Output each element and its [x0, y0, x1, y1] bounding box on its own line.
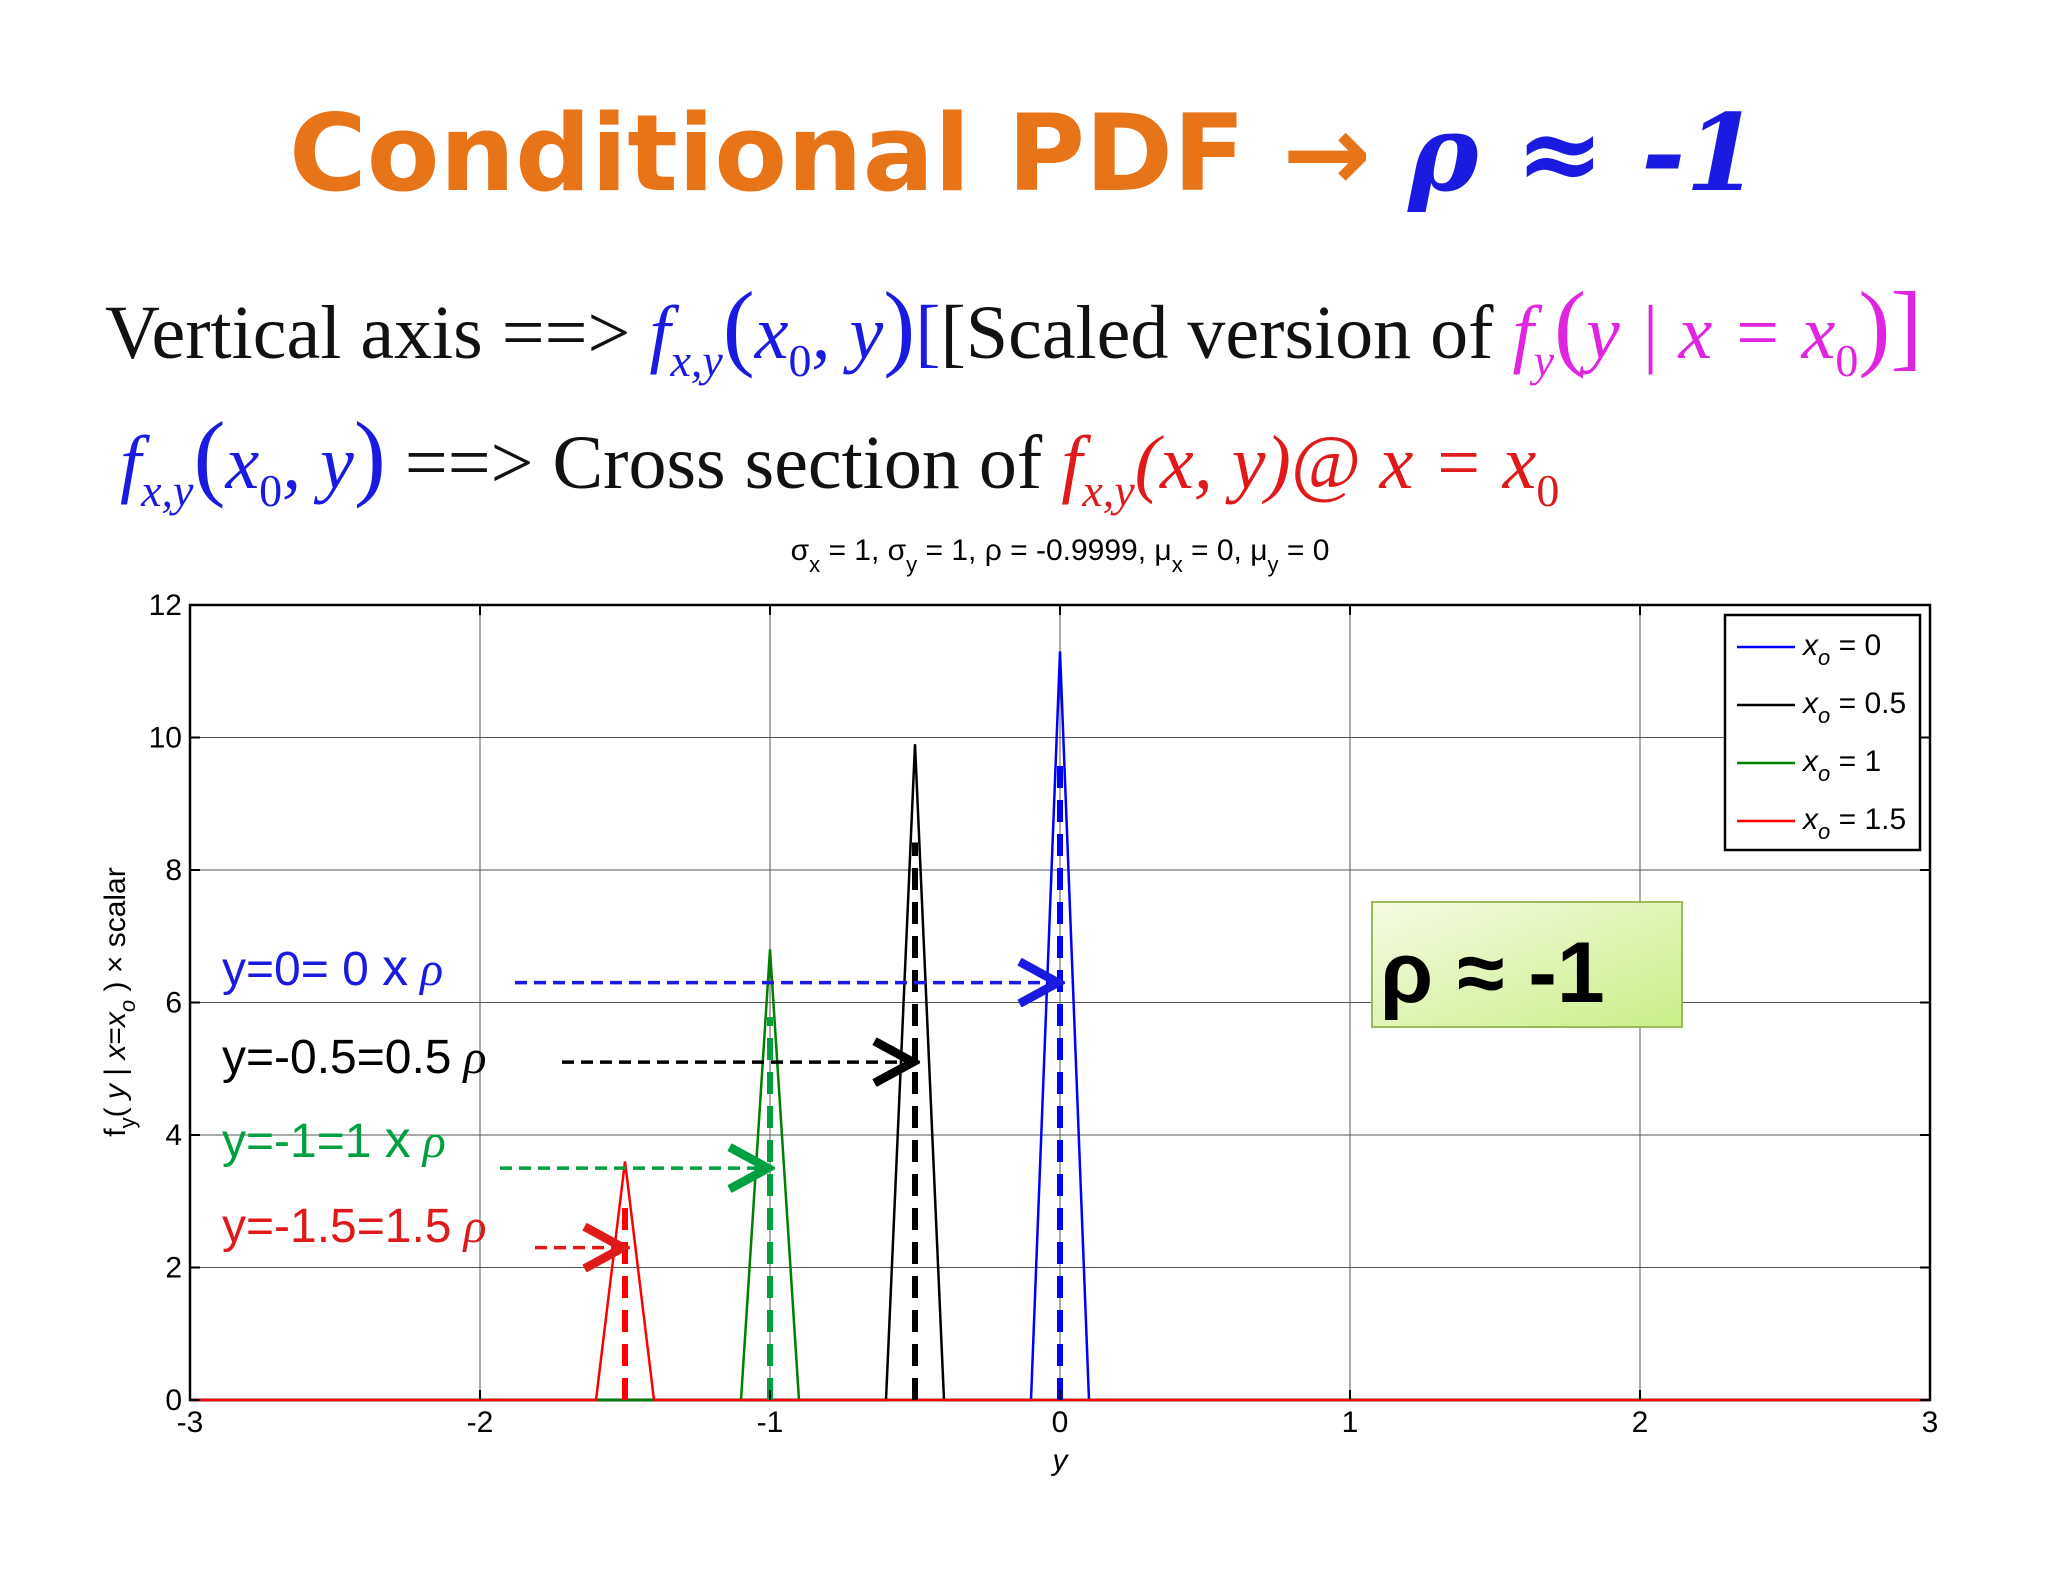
series-line: [190, 1161, 1930, 1402]
legend-label: xo = 1: [1801, 745, 1881, 786]
annotation-label: y=-0.5=0.5 ρ: [222, 1031, 487, 1084]
legend-label: xo = 0.5: [1801, 687, 1906, 728]
title-rho: ρ ≈ -1: [1408, 90, 1759, 215]
legend-label: xo = 0: [1801, 629, 1881, 670]
eq1-sub-xy: x,y: [670, 335, 723, 386]
chart-legend: xo = 0 xo = 0.5 xo = 1 xo = 1.5: [1723, 613, 1922, 852]
x-axis-label: y: [1051, 1444, 1070, 1477]
eq2-f: f: [120, 421, 142, 505]
y-axis-label: fy( y | x=xo ) × scalar: [99, 867, 140, 1136]
eq2-x: x: [225, 421, 260, 505]
legend-label: xo = 1.5: [1801, 803, 1906, 844]
y-tick-label: 2: [165, 1252, 182, 1285]
title-main: Conditional PDF: [289, 92, 1246, 215]
annotation-label: y=0= 0 x ρ: [222, 939, 443, 997]
callout-text: ρ ≈ -1: [1380, 925, 1605, 1021]
eq1-sub0: 0: [788, 335, 812, 386]
eq1-fy: f: [1512, 291, 1534, 375]
eq1-bracket-text-open: [: [915, 291, 941, 375]
x-tick-label: 0: [1052, 1406, 1069, 1439]
eq2-sub-xy2: x,y: [1082, 465, 1135, 516]
eq2-sub0b: 0: [1536, 465, 1560, 516]
eq2-rparen: ): [353, 402, 386, 509]
eq1-sub-y: y: [1533, 335, 1554, 386]
chart-title: σx = 1, σy = 1, ρ = -0.9999, μx = 0, μy …: [791, 534, 1330, 577]
equation-line-2: fx,y(x0, y) ==> Cross section of fx,y(x,…: [120, 400, 1559, 517]
eq2-f2: f: [1061, 421, 1083, 505]
x-tick-label: -2: [467, 1406, 494, 1439]
eq1-bracket-text: [Scaled version of: [940, 291, 1494, 375]
y-tick-label: 10: [149, 722, 182, 755]
eq1-sub0b: 0: [1835, 335, 1859, 386]
callout-box: ρ ≈ -1: [1371, 901, 1683, 1028]
y-tick-label: 4: [165, 1119, 182, 1152]
legend-box: [1723, 613, 1922, 852]
eq2-sub0: 0: [259, 465, 283, 516]
slide-title: Conditional PDF → ρ ≈ -1: [0, 100, 2048, 207]
x-tick-label: -3: [177, 1406, 204, 1439]
chart-series: [190, 651, 1930, 1402]
eq1-close: )]: [1858, 272, 1923, 379]
eq1-y: , y: [811, 291, 884, 375]
eq1-rparen: ): [883, 272, 916, 379]
eq1-f: f: [649, 291, 671, 375]
eq2-y: , y: [282, 421, 354, 505]
eq1-lparen: (: [722, 272, 755, 379]
eq1-prefix: Vertical axis ==>: [105, 291, 631, 375]
y-tick-label: 12: [149, 589, 182, 622]
eq1-cond: y | x = x: [1585, 291, 1836, 375]
equation-line-1: Vertical axis ==> fx,y(x0, y)[[Scaled ve…: [105, 272, 1923, 386]
eq1-x: x: [754, 291, 789, 375]
y-tick-label: 0: [165, 1384, 182, 1417]
x-tick-label: 2: [1632, 1406, 1649, 1439]
annotation-label: y=-1=1 x ρ: [222, 1111, 446, 1169]
chart-markers: [622, 763, 1063, 1400]
x-tick-label: 1: [1342, 1406, 1359, 1439]
chart-annotations: y=0= 0 x ρ y=-0.5=0.5 ρ y=-1=1 x ρ y=-1.5=1…: [222, 939, 1058, 1253]
x-tick-label: 3: [1922, 1406, 1939, 1439]
y-tick-label: 6: [165, 987, 182, 1020]
eq2-xy: (x, y)@ x = x: [1134, 421, 1537, 505]
annotation-label: y=-1.5=1.5 ρ: [222, 1200, 487, 1253]
title-arrow-icon: →: [1282, 92, 1372, 215]
x-tick-label: -1: [757, 1406, 784, 1439]
eq2-sub-xy: x,y: [141, 465, 194, 516]
y-tick-label: 8: [165, 854, 182, 887]
eq2-arrow-text: ==> Cross section of: [404, 421, 1043, 505]
callout-rect: [1371, 901, 1683, 1028]
eq2-lparen: (: [193, 402, 226, 509]
